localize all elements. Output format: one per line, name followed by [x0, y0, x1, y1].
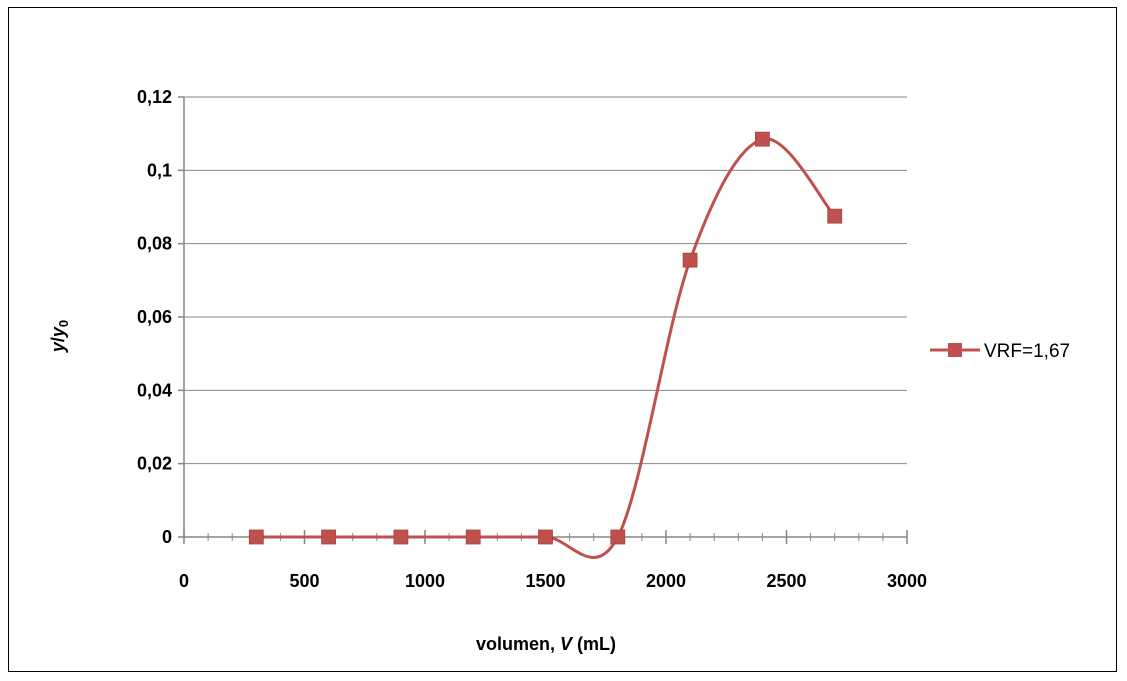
y-tick-label-0: 0 [162, 527, 172, 547]
y-tick-label-5: 0,1 [147, 160, 172, 180]
legend: VRF=1,67 [930, 341, 1070, 362]
y-axis-title-variable: y [48, 341, 68, 353]
y-axis-title: y/y0 [48, 320, 71, 353]
data-point-1 [321, 529, 337, 545]
x-tick-label-6: 3000 [887, 571, 927, 591]
tick-labels: 0 0,02 0,04 0,06 0,08 0,1 0,12 0 500 1000 1500 2000… [137, 87, 927, 591]
data-point-3 [465, 529, 481, 545]
legend-label: VRF=1,67 [984, 341, 1070, 362]
data-point-6 [682, 252, 698, 268]
x-tick-label-3: 1500 [525, 571, 565, 591]
y-axis-title-subvariable: y [48, 326, 68, 338]
y-axis-title-slash: / [48, 337, 68, 342]
data-point-2 [393, 529, 409, 545]
x-axis-title-variable: V [560, 634, 574, 654]
line-chart: 0 0,02 0,04 0,06 0,08 0,1 0,12 0 500 1000 1500 2000… [48, 87, 1070, 654]
data-point-7 [755, 131, 770, 147]
data-point-0 [248, 529, 264, 545]
grid-lines [184, 96, 907, 465]
data-point-4 [538, 529, 553, 545]
series-line-0 [256, 137, 836, 559]
x-tick-label-1: 500 [289, 571, 319, 591]
y-axis-title-subscript: 0 [56, 320, 71, 327]
x-tick-label-5: 2500 [766, 571, 806, 591]
x-axis-title: volumen, V (mL) [476, 634, 616, 654]
data-point-8 [827, 208, 843, 224]
series-vrf [248, 131, 843, 559]
x-tick-label-2: 1000 [405, 571, 445, 591]
x-axis-title-prefix: volumen, [476, 634, 560, 654]
chart-frame: 0 0,02 0,04 0,06 0,08 0,1 0,12 0 500 1000 1500 2000… [8, 7, 1117, 672]
y-tick-label-4: 0,08 [137, 234, 172, 254]
data-point-5 [610, 529, 626, 545]
y-tick-label-3: 0,06 [137, 307, 172, 327]
y-tick-label-2: 0,04 [137, 380, 172, 400]
x-tick-label-4: 2000 [646, 571, 686, 591]
x-axis-title-unit: (mL) [572, 634, 616, 654]
y-tick-label-6: 0,12 [137, 87, 172, 107]
legend-marker [948, 343, 962, 357]
x-tick-label-0: 0 [179, 571, 189, 591]
y-tick-label-1: 0,02 [137, 454, 172, 474]
